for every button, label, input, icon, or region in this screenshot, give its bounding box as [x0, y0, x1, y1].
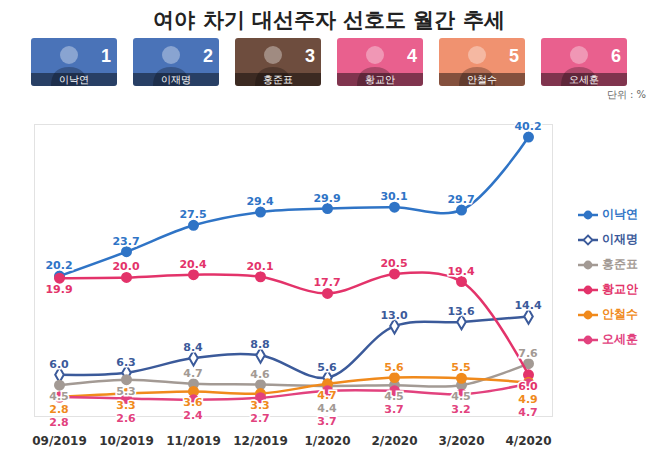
svg-text:6.0: 6.0 — [518, 380, 538, 393]
svg-text:5.6: 5.6 — [317, 361, 337, 374]
svg-text:4.6: 4.6 — [250, 368, 270, 381]
svg-text:5.6: 5.6 — [384, 361, 404, 374]
svg-text:3.7: 3.7 — [317, 415, 337, 428]
html-text:이낙연: 이낙연 — [602, 207, 638, 221]
html-text:홍준표: 홍준표 — [602, 257, 638, 271]
svg-text:19.9: 19.9 — [45, 283, 72, 296]
svg-text:4.5: 4.5 — [451, 390, 471, 403]
html-text:이재명: 이재명 — [161, 74, 191, 85]
html-text:2: 2 — [203, 46, 213, 66]
svg-text:20.4: 20.4 — [179, 258, 206, 271]
svg-text:5.5: 5.5 — [451, 361, 471, 374]
svg-text:4/2020: 4/2020 — [505, 434, 551, 448]
svg-text:20.1: 20.1 — [246, 260, 273, 273]
svg-text:09/2019: 09/2019 — [32, 434, 86, 448]
html-text:이낙연: 이낙연 — [59, 74, 89, 85]
svg-text:40.2: 40.2 — [514, 120, 541, 133]
svg-text:4.5: 4.5 — [384, 390, 404, 403]
svg-text:3.3: 3.3 — [250, 399, 270, 412]
svg-text:12/2019: 12/2019 — [233, 434, 287, 448]
svg-text:13.0: 13.0 — [380, 309, 407, 322]
svg-text:10/2019: 10/2019 — [99, 434, 153, 448]
svg-text:3.2: 3.2 — [451, 403, 471, 416]
svg-text:4.7: 4.7 — [518, 406, 538, 419]
html-text:이재명: 이재명 — [602, 232, 638, 246]
svg-text:29.9: 29.9 — [313, 192, 340, 205]
svg-text:29.7: 29.7 — [447, 193, 474, 206]
svg-text:20.2: 20.2 — [45, 259, 72, 272]
html-text:황교안: 황교안 — [602, 282, 638, 296]
svg-text:17.7: 17.7 — [313, 276, 340, 289]
html-text:여야 차기 대선주자 선호도 월간 추세: 여야 차기 대선주자 선호도 월간 추세 — [153, 8, 505, 32]
svg-text:20.5: 20.5 — [380, 257, 407, 270]
svg-text:27.5: 27.5 — [179, 208, 206, 221]
svg-text:14.4: 14.4 — [514, 299, 541, 312]
html-text:6: 6 — [611, 46, 621, 66]
svg-text:3/2020: 3/2020 — [438, 434, 484, 448]
svg-text:3.6: 3.6 — [183, 396, 203, 409]
html-text:3: 3 — [305, 46, 315, 66]
html-text:단위 : %: 단위 : % — [606, 89, 646, 100]
svg-text:3.7: 3.7 — [384, 403, 404, 416]
html-text:1: 1 — [101, 46, 111, 66]
svg-text:2.4: 2.4 — [183, 409, 203, 422]
svg-text:29.4: 29.4 — [246, 195, 273, 208]
svg-text:8.8: 8.8 — [250, 338, 270, 351]
svg-text:4.7: 4.7 — [183, 367, 203, 380]
html-text:오세훈: 오세훈 — [569, 74, 599, 85]
html-text:4: 4 — [407, 46, 417, 66]
svg-text:4.9: 4.9 — [518, 393, 538, 406]
svg-text:4.4: 4.4 — [317, 402, 337, 415]
html-text:홍준표: 홍준표 — [263, 74, 293, 85]
svg-text:4.5: 4.5 — [49, 390, 69, 403]
svg-text:6.0: 6.0 — [49, 358, 69, 371]
svg-text:6.3: 6.3 — [116, 356, 136, 369]
html-text:황교안: 황교안 — [365, 74, 395, 85]
svg-text:19.4: 19.4 — [447, 265, 474, 278]
svg-text:2.8: 2.8 — [49, 416, 69, 429]
svg-text:2.6: 2.6 — [116, 412, 136, 425]
svg-text:23.7: 23.7 — [112, 235, 139, 248]
svg-text:4.7: 4.7 — [317, 389, 337, 402]
svg-text:5.3: 5.3 — [116, 385, 136, 398]
svg-text:2/2020: 2/2020 — [371, 434, 417, 448]
html-text:안철수: 안철수 — [467, 74, 497, 85]
svg-text:20.0: 20.0 — [112, 260, 139, 273]
svg-text:2.7: 2.7 — [250, 412, 270, 425]
svg-text:3.3: 3.3 — [116, 399, 136, 412]
html-text:안철수: 안철수 — [602, 307, 638, 321]
svg-text:13.6: 13.6 — [447, 305, 474, 318]
svg-text:8.4: 8.4 — [183, 341, 203, 354]
svg-text:1/2020: 1/2020 — [304, 434, 350, 448]
svg-text:11/2019: 11/2019 — [166, 434, 220, 448]
html-text:오세훈: 오세훈 — [602, 332, 638, 346]
svg-text:7.6: 7.6 — [518, 347, 538, 360]
svg-text:2.8: 2.8 — [49, 403, 69, 416]
html-text:5: 5 — [509, 46, 519, 66]
svg-text:30.1: 30.1 — [380, 190, 407, 203]
